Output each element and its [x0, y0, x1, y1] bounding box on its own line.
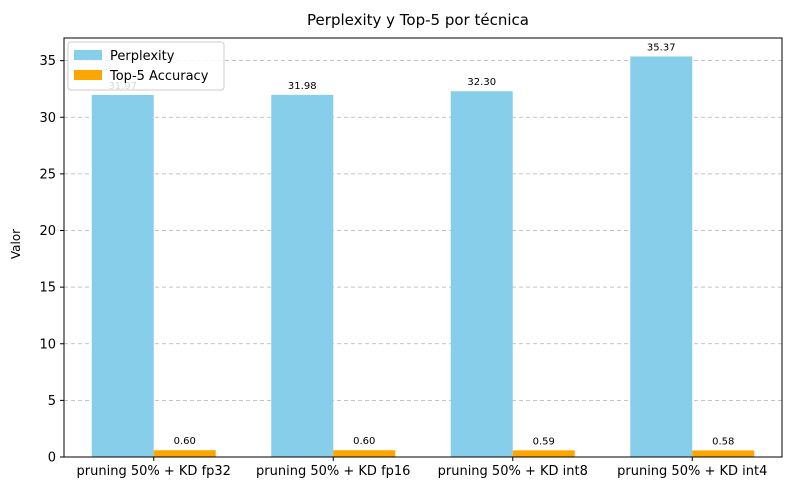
gridlines	[64, 60, 782, 458]
bar-perplexity	[271, 94, 334, 457]
bar-value-label: 32.30	[467, 77, 496, 88]
legend-label-top5-accuracy: Top-5 Accuracy	[109, 69, 209, 84]
bar-perplexity	[91, 94, 154, 457]
bars	[91, 56, 755, 457]
x-tick-label: pruning 50% + KD fp16	[256, 464, 410, 479]
bar-value-label: 0.58	[712, 436, 734, 447]
bar-value-label: 0.60	[174, 436, 196, 447]
legend: Perplexity Top-5 Accuracy	[67, 41, 225, 91]
y-tick-label: 15	[39, 281, 56, 296]
x-tick-label: pruning 50% + KD int8	[438, 464, 588, 479]
legend-label-perplexity: Perplexity	[110, 49, 175, 64]
bar-top5-accuracy	[153, 450, 216, 457]
y-tick-label: 30	[39, 111, 56, 126]
y-tick-label: 5	[48, 394, 56, 409]
x-tick-label: pruning 50% + KD int4	[617, 464, 767, 479]
bar-perplexity	[450, 91, 513, 457]
axes: 0 5 10 15 20 25 30 35 pruning 50% + KD fp32 pruni…	[39, 37, 783, 479]
y-tick-label: 20	[39, 224, 56, 239]
y-tick-label: 0	[48, 451, 56, 466]
y-axis-label: Valor	[9, 229, 23, 259]
y-tick-label: 10	[39, 337, 56, 352]
bar-value-label: 31.98	[288, 81, 317, 92]
bar-value-label: 35.37	[647, 42, 676, 53]
x-tick-label: pruning 50% + KD fp32	[77, 464, 231, 479]
bar-perplexity	[630, 56, 693, 457]
bar-value-label: 0.59	[533, 436, 555, 447]
bar-value-label: 0.60	[353, 436, 375, 447]
bar-top5-accuracy	[333, 450, 396, 457]
y-tick-label: 25	[39, 167, 56, 182]
legend-swatch-perplexity	[74, 50, 102, 60]
y-tick-label: 35	[39, 54, 56, 69]
legend-box	[67, 41, 225, 91]
bar-top5-accuracy	[512, 450, 575, 457]
plot-frame	[63, 37, 783, 458]
bar-top5-accuracy	[692, 450, 755, 457]
legend-swatch-top5-accuracy	[74, 70, 102, 80]
chart-title: Perplexity y Top-5 por técnica	[307, 11, 529, 29]
